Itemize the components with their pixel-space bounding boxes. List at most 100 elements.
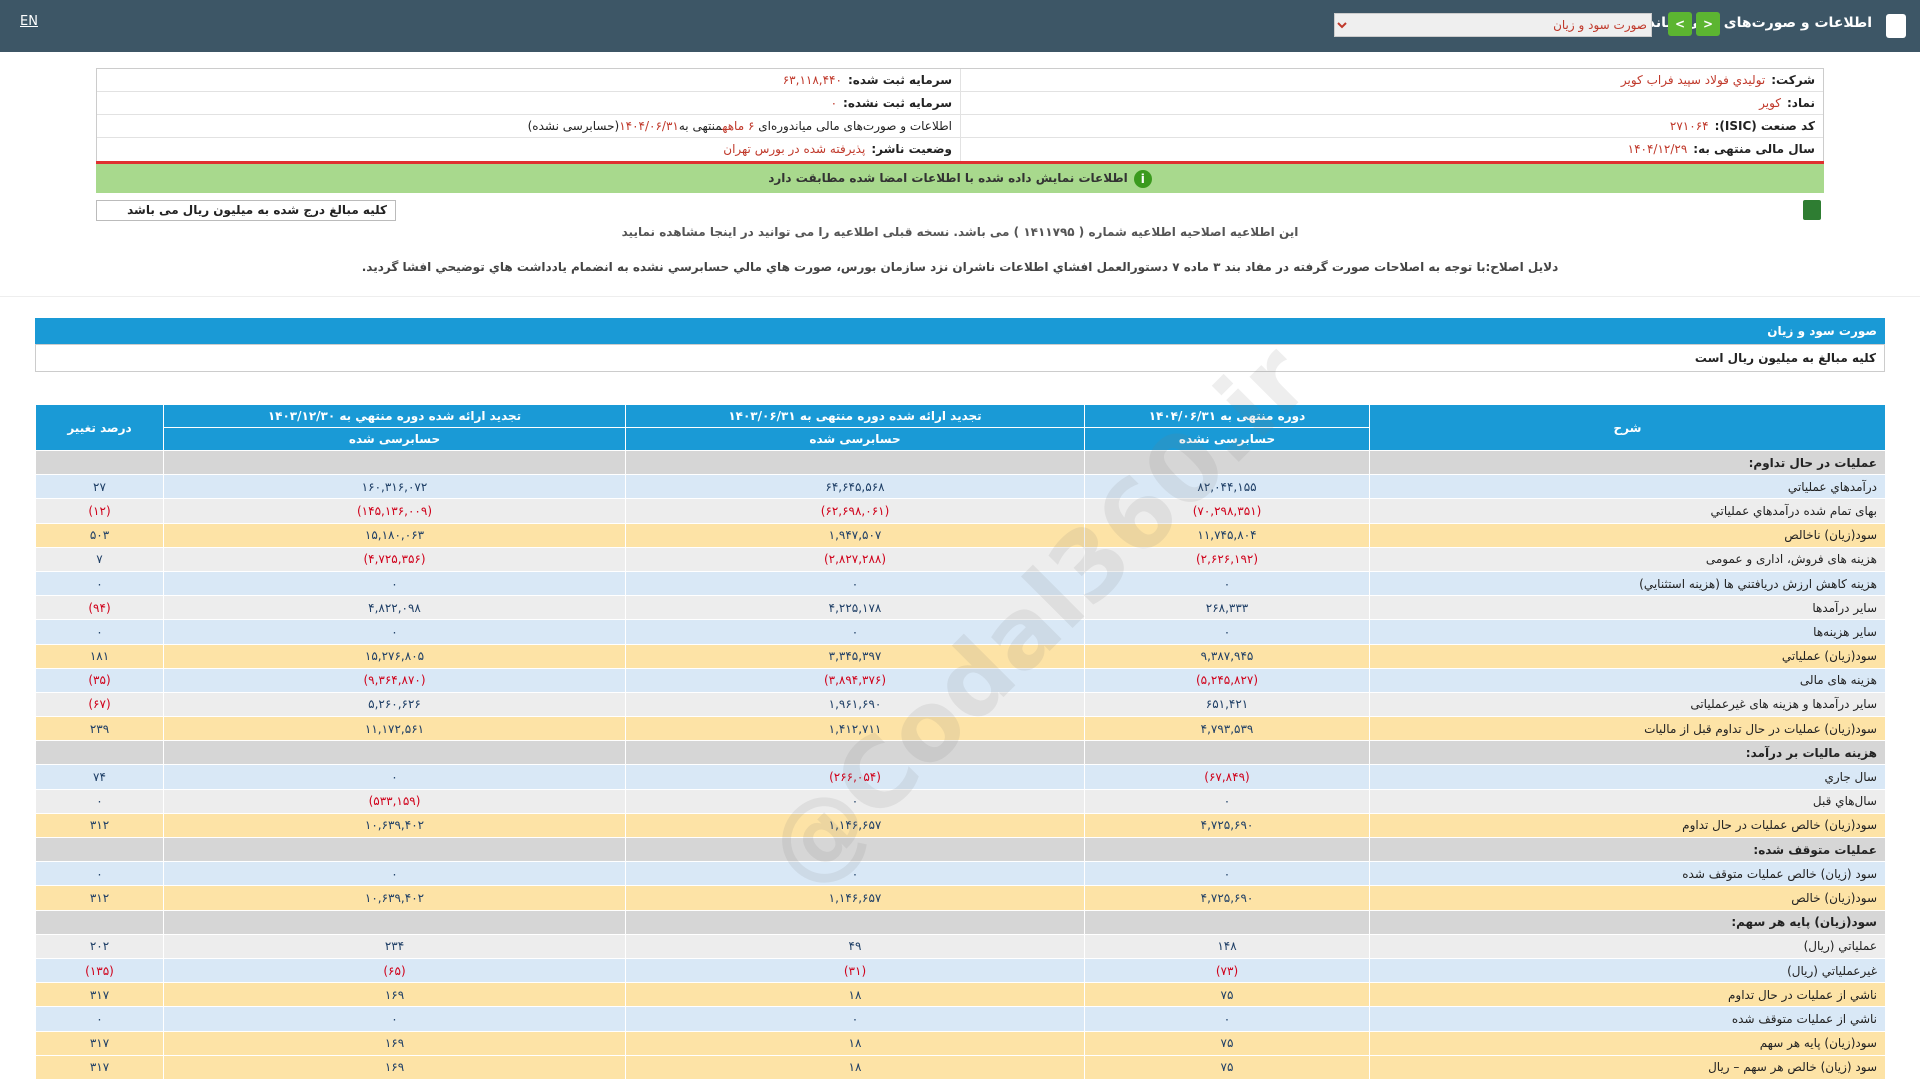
empty-cell <box>625 449 1085 476</box>
empty-cell <box>1084 909 1370 935</box>
value-cell: (۶۷) <box>35 691 164 718</box>
value-cell: ۰ <box>35 788 164 814</box>
statement-title: صورت سود و زیان <box>35 318 1885 344</box>
data-row: سود(زيان) عمليات در حال تداوم قبل از مال… <box>35 716 1886 742</box>
data-row: عملياتي (ريال) ۱۴۸ ۴۹ ۲۳۴ ۲۰۲ <box>35 933 1886 959</box>
info-label: وضعیت ناشر: <box>871 142 952 156</box>
row-label: سود(زيان) عملياتي <box>1369 643 1886 669</box>
value-cell: (۱۳۵) <box>35 957 164 984</box>
data-row: سود (زيان) خالص عمليات متوقف شده ۰ ۰ ۰ ۰ <box>35 861 1886 887</box>
header-row: شرح دوره منتهی به ۱۴۰۴/۰۶/۳۱ تجدید ارائه ش… <box>35 404 1886 451</box>
row-label: عمليات متوقف شده: <box>1369 836 1886 863</box>
table-head: شرح دوره منتهی به ۱۴۰۴/۰۶/۳۱ تجدید ارائه ش… <box>35 404 1886 451</box>
company-name: توليدي فولاد سپيد فراب كوير <box>1620 73 1766 87</box>
data-row: سود(زيان) خالص عمليات در حال تداوم ۴,۷۲۵,… <box>35 812 1886 839</box>
row-label: ناشي از عمليات در حال تداوم <box>1369 982 1886 1008</box>
value-cell: ۶۴,۶۴۵,۵۶۸ <box>625 474 1085 500</box>
row-label: هزينه هاى مالى <box>1369 667 1886 693</box>
value-cell: ۳۱۲ <box>35 885 164 911</box>
header-row: حسابرسی نشده حسابرسی شده حسابرسی شده <box>36 427 1886 451</box>
report-period: ۶ ماهه <box>722 119 755 133</box>
data-row: سود (زيان) خالص هر سهم – ريال ۷۵ ۱۸ ۱۶۹ ۳۱۷ <box>35 1054 1886 1080</box>
excel-icon[interactable] <box>1803 200 1821 220</box>
value-cell: ۲۳۴ <box>163 933 626 959</box>
column-status: حسابرسی شده <box>625 427 1085 451</box>
value-cell: ۱,۱۴۶,۶۵۷ <box>625 812 1085 839</box>
value-cell: ۱۶۹ <box>163 982 626 1008</box>
correction-notice[interactable]: این اطلاعیه اصلاحیه اطلاعیه شماره ( ۱۴۱۱… <box>621 225 1299 239</box>
column-title: تجدید ارائه شده دوره منتهی به ۱۴۰۳/۰۶/۳۱ <box>625 404 1085 428</box>
value-cell: (۷۳) <box>1084 957 1370 984</box>
value-cell: ۲۰۲ <box>35 933 164 959</box>
row-label: درآمدهاي عملياتي <box>1369 474 1886 500</box>
value-cell: ۰ <box>163 861 626 887</box>
value-cell: (۵۳۳,۱۵۹) <box>163 788 626 814</box>
value-cell: (۷۰,۲۹۸,۳۵۱) <box>1084 498 1370 524</box>
row-label: سال‌هاي قبل <box>1369 788 1886 814</box>
row-label: سود (زيان) خالص هر سهم – ريال <box>1369 1054 1886 1080</box>
value-cell: ۰ <box>625 619 1085 645</box>
empty-cell <box>625 740 1085 766</box>
language-link[interactable]: EN <box>20 14 38 29</box>
row-label: سود (زيان) خالص عمليات متوقف شده <box>1369 861 1886 887</box>
correction-reason: دلایل اصلاح:با توجه به اصلاحات صورت گرفت… <box>361 260 1559 274</box>
registered-capital: ۶۳,۱۱۸,۴۴۰ <box>782 73 842 87</box>
row-label: هزينه کاهش ارزش دريافتني ها (هزينه استثن… <box>1369 570 1886 597</box>
row-label: ساير هزينه‌ها <box>1369 619 1886 645</box>
value-cell: ۰ <box>35 570 164 597</box>
value-cell: ۵,۲۶۰,۶۲۶ <box>163 691 626 718</box>
empty-cell <box>1084 740 1370 766</box>
value-cell: ۰ <box>625 570 1085 597</box>
symbol: کویر <box>1759 96 1781 110</box>
empty-cell <box>1084 449 1370 476</box>
value-cell: ۷۵ <box>1084 982 1370 1008</box>
value-cell: ۴,۷۲۵,۶۹۰ <box>1084 812 1370 839</box>
info-label: نماد: <box>1786 96 1815 110</box>
value-cell: (۲,۶۲۶,۱۹۲) <box>1084 546 1370 572</box>
report-select[interactable]: صورت سود و زیان <box>1334 13 1652 37</box>
value-cell: ۰ <box>1084 788 1370 814</box>
value-cell: ۳۱۲ <box>35 812 164 839</box>
next-button[interactable]: > <box>1668 12 1692 36</box>
row-label: عملياتي (ريال) <box>1369 933 1886 959</box>
value-cell: ۷۵ <box>1084 1030 1370 1056</box>
column-title: تجدید ارائه شده دوره منتهي به ۱۴۰۳/۱۲/۳۰ <box>163 404 626 428</box>
value-cell: ۰ <box>35 861 164 887</box>
empty-cell <box>163 836 626 863</box>
value-cell: ۰ <box>163 764 626 790</box>
info-label: سال مالی منتهی به: <box>1693 142 1815 156</box>
value-cell: ۱۵,۱۸۰,۰۶۳ <box>163 522 626 548</box>
value-cell: ۴,۸۲۲,۰۹۸ <box>163 595 626 621</box>
value-cell: ۰ <box>163 1006 626 1032</box>
value-cell: ۱۶۹ <box>163 1030 626 1056</box>
value-cell: (۹,۳۶۴,۸۷۰) <box>163 667 626 693</box>
verification-bar: i اطلاعات نمایش داده شده با اطلاعات امضا … <box>96 161 1824 193</box>
row-label: عمليات در حال تداوم: <box>1369 449 1886 476</box>
empty-cell <box>163 909 626 935</box>
value-cell: (۶۲,۶۹۸,۰۶۱) <box>625 498 1085 524</box>
value-cell: (۹۴) <box>35 595 164 621</box>
report-end: ۱۴۰۴/۰۶/۳۱ <box>619 119 679 133</box>
data-row: سال‌هاي قبل ۰ ۰ (۵۳۳,۱۵۹) ۰ <box>35 788 1886 814</box>
data-row: هزينه هاى فروش، ادارى و عمومى (۲,۶۲۶,۱۹۲)… <box>35 546 1886 572</box>
value-cell: (۲,۸۲۷,۲۸۸) <box>625 546 1085 572</box>
prev-button[interactable]: < <box>1696 12 1720 36</box>
empty-cell <box>625 836 1085 863</box>
value-cell: (۲۶۶,۰۵۴) <box>625 764 1085 790</box>
value-cell: ۴,۷۹۳,۵۳۹ <box>1084 716 1370 742</box>
value-cell: ۱۰,۶۳۹,۴۰۲ <box>163 885 626 911</box>
column-title: درصد تغییر <box>35 404 164 451</box>
data-row: ساير درآمدها ۲۶۸,۳۳۳ ۴,۲۲۵,۱۷۸ ۴,۸۲۲,۰۹۸ (۹۴… <box>35 595 1886 621</box>
row-label: ساير درآمدها و هزينه هاى غيرعملياتى <box>1369 691 1886 718</box>
row-label: هزينه ماليات بر درآمد: <box>1369 740 1886 766</box>
section-row: هزينه ماليات بر درآمد: <box>35 740 1886 766</box>
row-label: غيرعملياتي (ريال) <box>1369 957 1886 984</box>
empty-cell <box>35 836 164 863</box>
value-cell: ۰ <box>163 619 626 645</box>
row-label: سود(زيان) پايه هر سهم <box>1369 1030 1886 1056</box>
value-cell: ۱۱,۱۷۲,۵۶۱ <box>163 716 626 742</box>
value-cell: (۴,۷۲۵,۳۵۶) <box>163 546 626 572</box>
publisher-status: پذیرفته شده در بورس تهران <box>723 142 866 156</box>
value-cell: ۱۱,۷۴۵,۸۰۴ <box>1084 522 1370 548</box>
row-label: سود(زيان) خالص عمليات در حال تداوم <box>1369 812 1886 839</box>
